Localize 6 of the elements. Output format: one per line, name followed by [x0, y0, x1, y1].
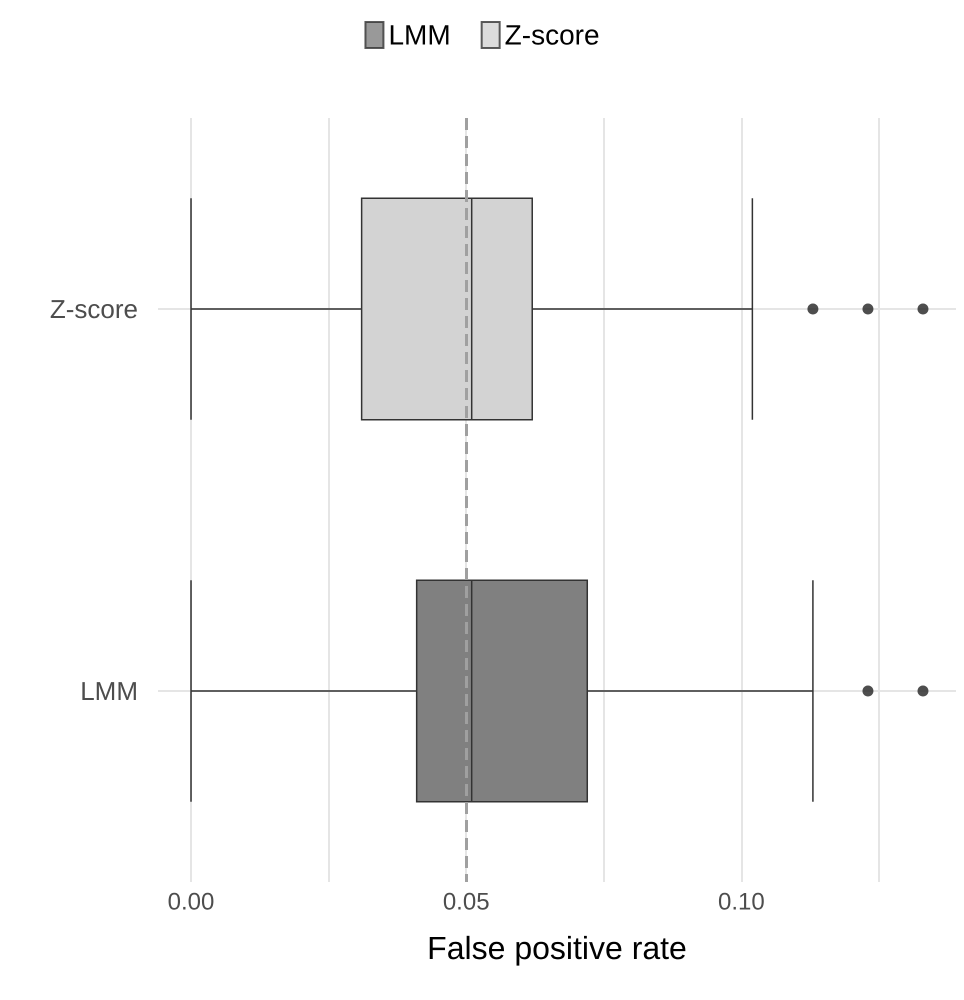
x-tick-label: 0.10: [718, 888, 765, 916]
legend-label: Z-score: [504, 20, 600, 50]
legend-label: LMM: [388, 20, 451, 50]
x-tick-label: 0.00: [168, 888, 214, 916]
x-axis-title: False positive rate: [427, 930, 687, 966]
x-tick-label: 0.05: [442, 888, 490, 916]
